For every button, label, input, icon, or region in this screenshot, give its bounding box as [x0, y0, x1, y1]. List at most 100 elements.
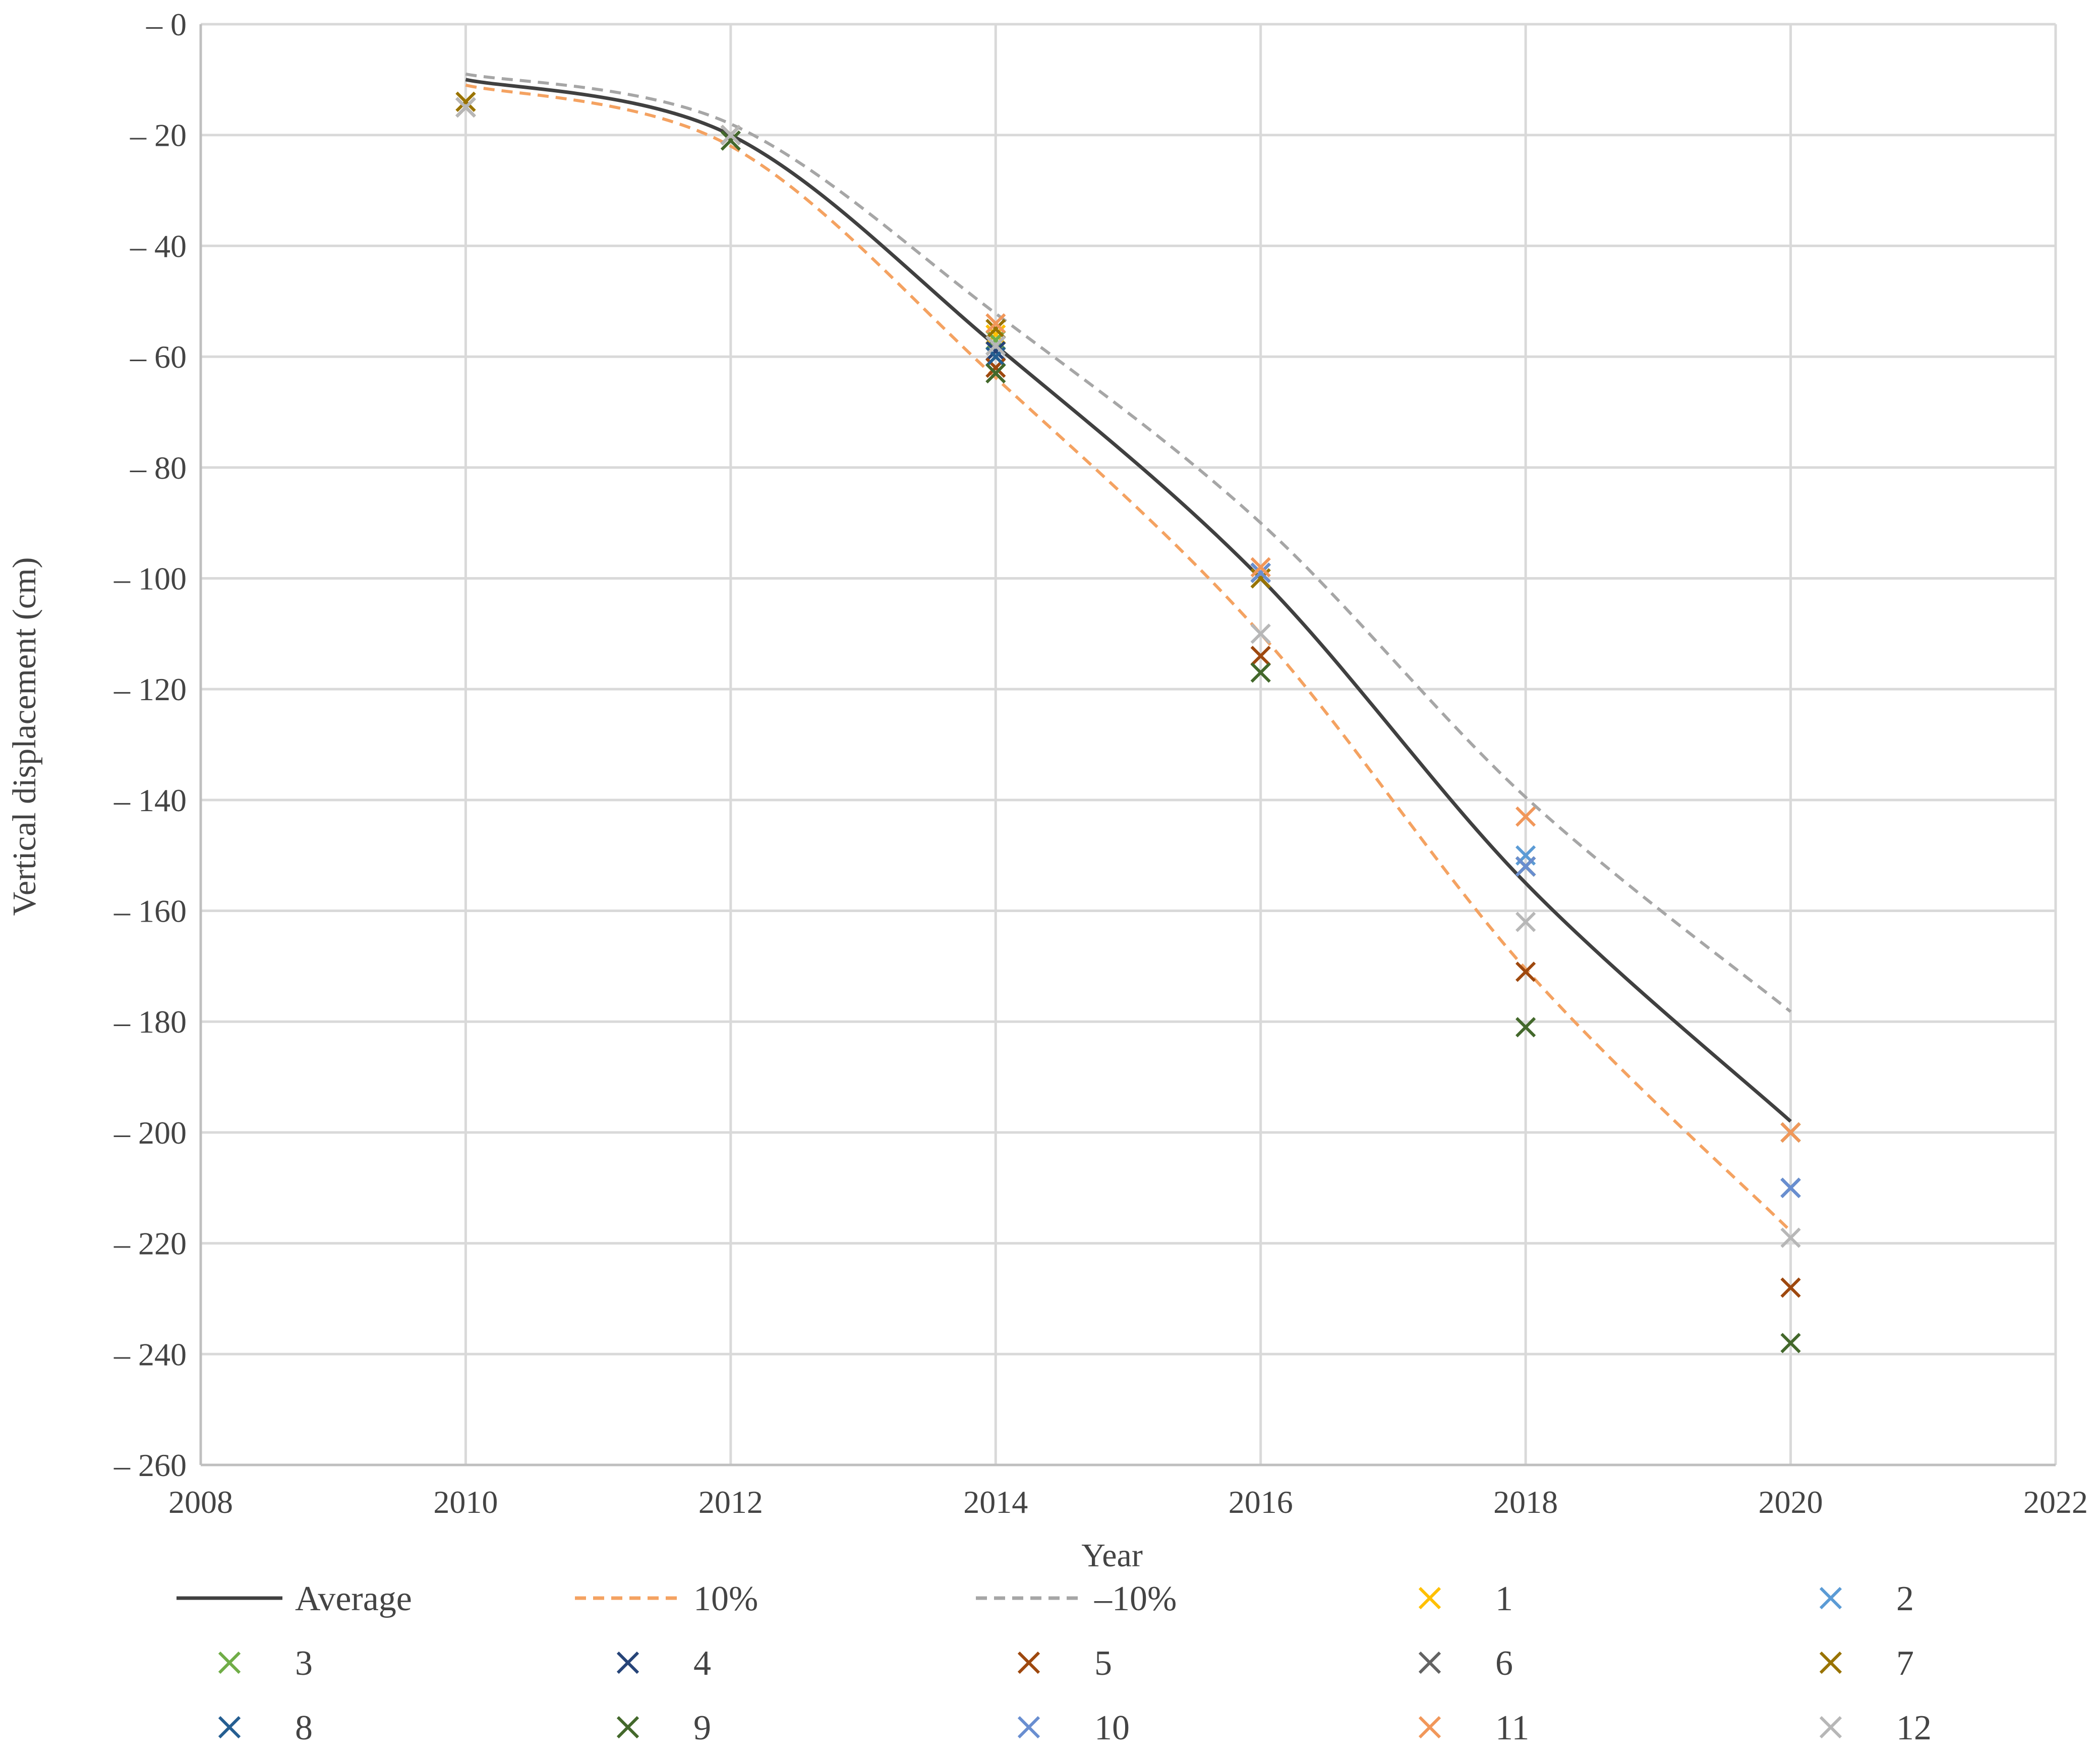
- legend-swatch: [218, 1651, 241, 1674]
- legend-item-1: 1: [1418, 1579, 1513, 1618]
- marker-stroke: [985, 335, 1006, 356]
- point-series-12: [985, 335, 1006, 356]
- point-series-11: [1780, 1122, 1801, 1143]
- y-axis-title: Vertical displacement (cm): [6, 557, 43, 916]
- marker-stroke: [1515, 912, 1536, 932]
- marker-stroke: [985, 313, 1006, 334]
- marker-stroke: [1819, 1651, 1842, 1674]
- marker-stroke: [218, 1651, 241, 1674]
- point-series-4: [985, 341, 1006, 362]
- legend-swatch: [218, 1716, 241, 1739]
- legend-label: 9: [693, 1709, 711, 1747]
- marker-stroke: [1515, 961, 1536, 982]
- x-tick-label: 2020: [1759, 1484, 1823, 1520]
- point-series-9: [1250, 662, 1271, 683]
- marker-stroke: [1250, 662, 1271, 683]
- legend-swatch: [1819, 1587, 1842, 1610]
- point-series-12: [720, 125, 741, 145]
- y-tick-label: – 160: [113, 893, 187, 929]
- marker-stroke: [720, 130, 741, 151]
- marker-stroke: [616, 1716, 639, 1739]
- marker-stroke: [455, 91, 476, 112]
- legend-swatch: [1819, 1651, 1842, 1674]
- legend-label: 10: [1094, 1709, 1130, 1747]
- marker-stroke: [1418, 1587, 1441, 1610]
- marker-stroke: [218, 1716, 241, 1739]
- legend-item-12: 12: [1819, 1709, 1932, 1747]
- legend-item-9: 9: [616, 1709, 711, 1747]
- point-series-9: [1515, 1017, 1536, 1038]
- y-tick-label: – 60: [130, 339, 187, 375]
- legend-swatch: [616, 1716, 639, 1739]
- point-series-7: [985, 319, 1006, 339]
- data-points: [455, 91, 1801, 1353]
- marker-stroke: [1780, 1177, 1801, 1198]
- legend: Average 10% –10% 1 23 4 5 6 78 9 10 11 12: [177, 1579, 1932, 1747]
- point-series-12: [1250, 624, 1271, 644]
- series-line-10: [465, 72, 1792, 1013]
- series-line-10: [465, 83, 1792, 1232]
- marker-stroke: [1819, 1587, 1842, 1610]
- legend-swatch: [1017, 1651, 1040, 1674]
- legend-item-7: 7: [1819, 1644, 1914, 1683]
- marker-stroke: [1780, 1333, 1801, 1353]
- y-tick-label: – 140: [113, 782, 187, 818]
- x-tick-label: 2012: [698, 1484, 763, 1520]
- legend-item-10: 10%: [575, 1579, 758, 1618]
- y-tick-label: – 80: [130, 450, 187, 486]
- legend-item-3: 3: [218, 1644, 313, 1683]
- legend-label: 4: [693, 1644, 711, 1683]
- y-tick-label: – 220: [113, 1226, 187, 1262]
- x-tick-label: 2016: [1229, 1484, 1293, 1520]
- marker-stroke: [1515, 1017, 1536, 1038]
- marker-stroke: [1250, 624, 1271, 644]
- marker-stroke: [1250, 557, 1271, 578]
- y-tick-label: – 0: [146, 7, 187, 42]
- x-tick-label: 2018: [1493, 1484, 1558, 1520]
- point-series-12: [455, 97, 476, 118]
- point-series-11: [985, 313, 1006, 334]
- point-series-11: [1515, 806, 1536, 827]
- point-series-10: [1780, 1177, 1801, 1198]
- legend-item-2: 2: [1819, 1579, 1914, 1618]
- marker-stroke: [985, 319, 1006, 339]
- marker-stroke: [1418, 1651, 1441, 1674]
- marker-stroke: [616, 1651, 639, 1674]
- legend-swatch: [1418, 1651, 1441, 1674]
- marker-stroke: [1819, 1716, 1842, 1739]
- legend-label: 11: [1495, 1709, 1529, 1747]
- legend-item-5: 5: [1017, 1644, 1112, 1683]
- x-tick-label: 2008: [168, 1484, 233, 1520]
- grid: [199, 23, 2057, 1466]
- y-tick-label: – 40: [130, 228, 187, 264]
- marker-stroke: [1418, 1716, 1441, 1739]
- point-series-12: [1780, 1227, 1801, 1248]
- legend-label: 5: [1094, 1644, 1112, 1683]
- marker-stroke: [985, 341, 1006, 362]
- marker-stroke: [720, 125, 741, 145]
- legend-label: 2: [1896, 1579, 1914, 1618]
- y-tick-label: – 200: [113, 1115, 187, 1151]
- legend-swatch: [616, 1651, 639, 1674]
- marker-stroke: [1515, 806, 1536, 827]
- point-series-5: [1515, 961, 1536, 982]
- axes: [199, 24, 2056, 1466]
- y-tick-label: – 240: [113, 1336, 187, 1372]
- legend-swatch: [1418, 1716, 1441, 1739]
- legend-label: 12: [1896, 1709, 1932, 1747]
- legend-swatch: [1017, 1716, 1040, 1739]
- point-series-10: [1250, 562, 1271, 583]
- marker-stroke: [1780, 1277, 1801, 1298]
- series-line-Average: [465, 78, 1792, 1123]
- x-tick-label: 2014: [963, 1484, 1028, 1520]
- legend-swatch: [1819, 1716, 1842, 1739]
- x-tick-label: 2022: [2023, 1484, 2088, 1520]
- legend-item-6: 6: [1418, 1644, 1513, 1683]
- y-tick-label: – 20: [130, 118, 187, 153]
- y-tick-label: – 260: [113, 1447, 187, 1483]
- marker-stroke: [1780, 1122, 1801, 1143]
- point-series-5: [1250, 646, 1271, 666]
- x-tick-label: 2010: [433, 1484, 498, 1520]
